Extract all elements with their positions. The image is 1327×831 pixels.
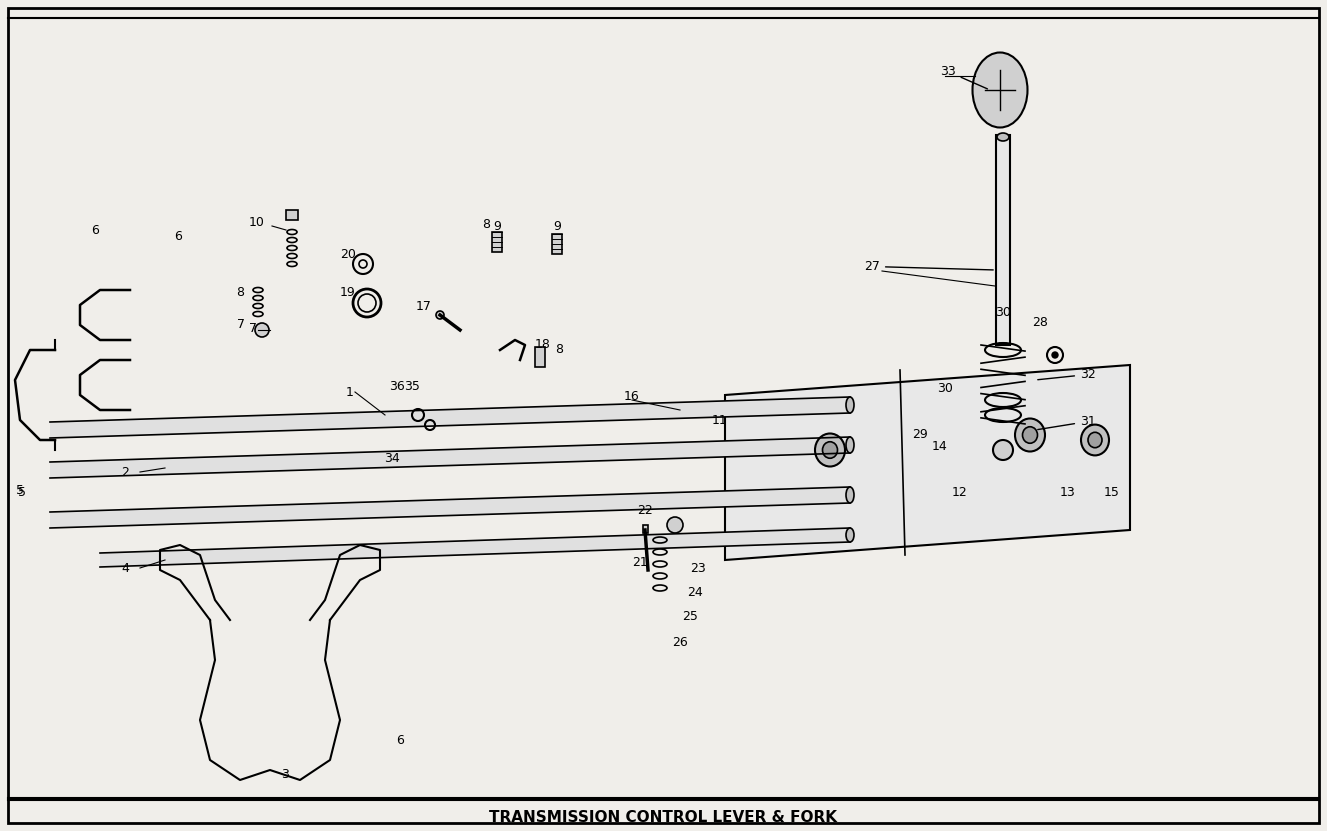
Ellipse shape [1082,425,1109,455]
Text: 35: 35 [403,381,419,394]
Ellipse shape [973,52,1027,127]
Text: 28: 28 [1032,316,1048,328]
FancyBboxPatch shape [644,525,648,533]
Text: 17: 17 [417,300,433,313]
FancyBboxPatch shape [997,135,1010,345]
Text: 7: 7 [238,318,245,331]
Text: 9: 9 [494,220,500,233]
Text: 8: 8 [482,218,490,231]
Text: 8: 8 [555,343,563,356]
Text: 4: 4 [121,562,129,574]
Circle shape [255,323,269,337]
Polygon shape [50,397,851,438]
Text: 9: 9 [553,220,561,233]
Polygon shape [50,487,851,528]
Text: 6: 6 [395,734,403,746]
Text: 10: 10 [249,216,265,229]
Text: 6: 6 [174,230,182,243]
Polygon shape [725,365,1131,560]
Text: 7: 7 [249,322,257,335]
Ellipse shape [1023,427,1038,443]
FancyBboxPatch shape [287,210,299,220]
Polygon shape [50,437,851,478]
Text: 19: 19 [340,286,356,299]
Ellipse shape [997,133,1009,141]
Text: 25: 25 [682,611,698,623]
Circle shape [993,440,1013,460]
FancyBboxPatch shape [552,234,563,254]
Text: 30: 30 [937,381,953,395]
Ellipse shape [815,434,845,466]
Circle shape [1052,352,1058,358]
Text: 1: 1 [346,386,354,399]
Text: 30: 30 [995,306,1011,318]
Text: 24: 24 [687,586,703,598]
Text: 6: 6 [92,224,100,237]
Text: 21: 21 [632,555,648,568]
Text: 22: 22 [637,504,653,517]
Text: 5: 5 [16,484,24,496]
Text: 32: 32 [1038,368,1096,381]
Text: 18: 18 [535,338,551,351]
Text: 13: 13 [1060,485,1076,499]
Text: 33: 33 [940,65,987,89]
Text: 11: 11 [713,414,729,426]
Ellipse shape [847,487,855,503]
Ellipse shape [1015,419,1044,451]
Ellipse shape [823,442,837,458]
Ellipse shape [847,528,855,542]
Ellipse shape [1088,432,1101,448]
Text: 29: 29 [912,429,928,441]
Text: 14: 14 [932,440,947,454]
FancyBboxPatch shape [535,347,545,367]
Text: 2: 2 [121,465,129,479]
Circle shape [667,517,683,533]
Ellipse shape [847,437,855,453]
Text: 15: 15 [1104,485,1120,499]
Ellipse shape [437,311,445,319]
Text: 34: 34 [384,451,399,465]
Text: TRANSMISSION CONTROL LEVER & FORK: TRANSMISSION CONTROL LEVER & FORK [490,809,837,824]
Text: 16: 16 [624,391,640,404]
Text: 8: 8 [236,286,244,299]
Ellipse shape [847,397,855,413]
Text: 20: 20 [340,248,356,261]
Text: 23: 23 [690,562,706,574]
Text: 27: 27 [864,260,993,273]
Text: 3: 3 [281,769,289,781]
Text: 36: 36 [389,381,405,394]
Text: 12: 12 [953,485,967,499]
Text: 5: 5 [19,485,27,499]
Polygon shape [100,528,851,567]
FancyBboxPatch shape [492,232,502,252]
Text: 31: 31 [1038,415,1096,430]
Text: 26: 26 [671,636,687,648]
